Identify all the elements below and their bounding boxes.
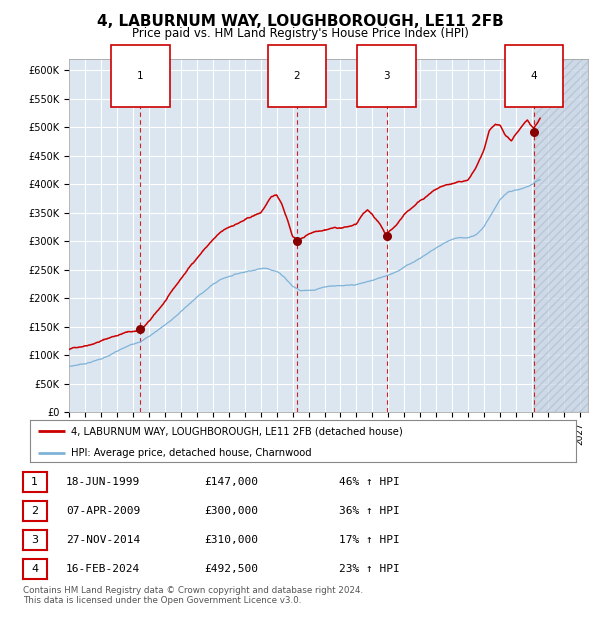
- Text: £310,000: £310,000: [204, 535, 258, 545]
- Text: 1: 1: [137, 71, 143, 81]
- Text: 23% ↑ HPI: 23% ↑ HPI: [339, 564, 400, 574]
- Text: 2: 2: [31, 506, 38, 516]
- Text: 46% ↑ HPI: 46% ↑ HPI: [339, 477, 400, 487]
- Text: 3: 3: [383, 71, 390, 81]
- Text: 3: 3: [31, 535, 38, 545]
- Text: Price paid vs. HM Land Registry's House Price Index (HPI): Price paid vs. HM Land Registry's House …: [131, 27, 469, 40]
- Text: 18-JUN-1999: 18-JUN-1999: [66, 477, 140, 487]
- Text: 16-FEB-2024: 16-FEB-2024: [66, 564, 140, 574]
- Text: 4, LABURNUM WAY, LOUGHBOROUGH, LE11 2FB: 4, LABURNUM WAY, LOUGHBOROUGH, LE11 2FB: [97, 14, 503, 29]
- Bar: [534, 59, 588, 412]
- Text: 2: 2: [293, 71, 300, 81]
- Text: £300,000: £300,000: [204, 506, 258, 516]
- Text: 07-APR-2009: 07-APR-2009: [66, 506, 140, 516]
- Text: Contains HM Land Registry data © Crown copyright and database right 2024.
This d: Contains HM Land Registry data © Crown c…: [23, 586, 363, 605]
- Text: 4: 4: [531, 71, 538, 81]
- Text: 27-NOV-2014: 27-NOV-2014: [66, 535, 140, 545]
- Text: £492,500: £492,500: [204, 564, 258, 574]
- Text: £147,000: £147,000: [204, 477, 258, 487]
- Text: 4, LABURNUM WAY, LOUGHBOROUGH, LE11 2FB (detached house): 4, LABURNUM WAY, LOUGHBOROUGH, LE11 2FB …: [71, 426, 403, 436]
- Text: 17% ↑ HPI: 17% ↑ HPI: [339, 535, 400, 545]
- Text: 4: 4: [31, 564, 38, 574]
- Text: 36% ↑ HPI: 36% ↑ HPI: [339, 506, 400, 516]
- Text: HPI: Average price, detached house, Charnwood: HPI: Average price, detached house, Char…: [71, 448, 311, 458]
- Text: 1: 1: [31, 477, 38, 487]
